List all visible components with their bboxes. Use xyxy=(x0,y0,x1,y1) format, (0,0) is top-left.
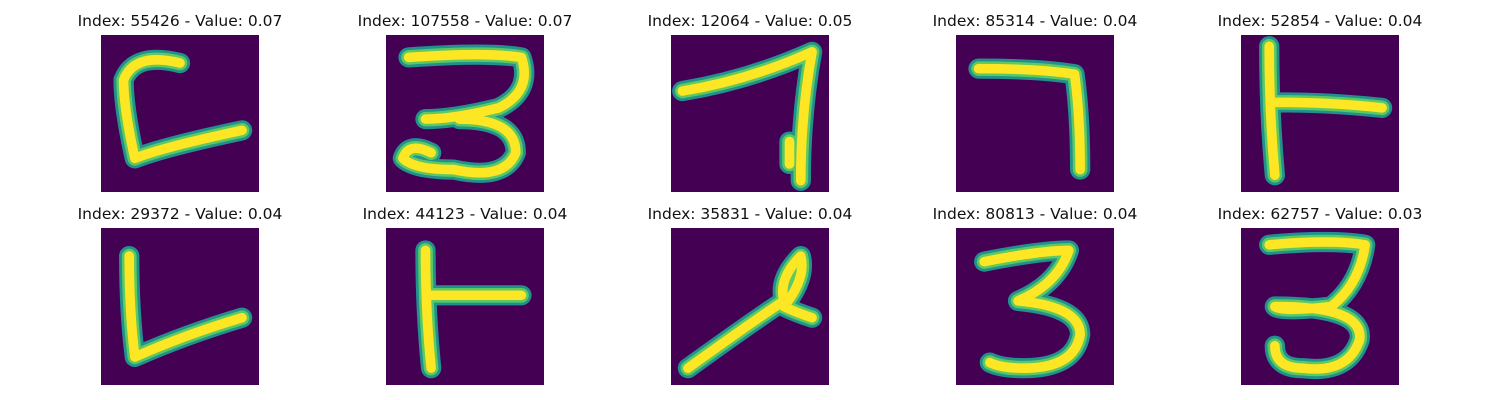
digit-stroke xyxy=(1264,41,1387,180)
digit-image xyxy=(101,228,259,385)
digit-image xyxy=(1241,228,1399,385)
digit-image xyxy=(671,35,829,192)
digit-image xyxy=(386,228,544,385)
panel-title: Index: 35831 - Value: 0.04 xyxy=(647,205,853,223)
digit-stroke xyxy=(973,63,1085,175)
panel-title: Index: 55426 - Value: 0.07 xyxy=(77,12,283,30)
digit-stroke xyxy=(1264,237,1370,374)
panel-9: Index: 80813 - Value: 0.04 xyxy=(925,204,1145,385)
panel-5: Index: 52854 - Value: 0.04 xyxy=(1210,11,1430,192)
panel-8: Index: 35831 - Value: 0.04 xyxy=(640,204,860,385)
panel-title: Index: 44123 - Value: 0.04 xyxy=(362,205,568,223)
digit-image xyxy=(956,35,1114,192)
digit-image xyxy=(1241,35,1399,192)
digit-stroke xyxy=(979,245,1085,373)
panel-6: Index: 29372 - Value: 0.04 xyxy=(70,204,290,385)
digit-image xyxy=(956,228,1114,385)
digit-image xyxy=(671,228,829,385)
digit-stroke xyxy=(683,251,817,373)
panel-2: Index: 107558 - Value: 0.07 xyxy=(355,11,575,192)
digit-stroke xyxy=(398,49,530,178)
panel-title: Index: 80813 - Value: 0.04 xyxy=(932,205,1138,223)
digit-stroke xyxy=(118,55,247,164)
panel-title: Index: 62757 - Value: 0.03 xyxy=(1217,205,1423,223)
digit-stroke xyxy=(124,251,247,362)
digit-image xyxy=(101,35,259,192)
panel-1: Index: 55426 - Value: 0.07 xyxy=(70,11,290,192)
panel-title: Index: 85314 - Value: 0.04 xyxy=(932,12,1138,30)
panel-title: Index: 52854 - Value: 0.04 xyxy=(1217,12,1423,30)
digit-stroke xyxy=(420,245,527,373)
digit-stroke xyxy=(677,47,817,186)
panel-title: Index: 29372 - Value: 0.04 xyxy=(77,205,283,223)
panel-10: Index: 62757 - Value: 0.03 xyxy=(1210,204,1430,385)
panel-7: Index: 44123 - Value: 0.04 xyxy=(355,204,575,385)
digit-image xyxy=(386,35,544,192)
panel-title: Index: 12064 - Value: 0.05 xyxy=(647,12,853,30)
panel-4: Index: 85314 - Value: 0.04 xyxy=(925,11,1145,192)
panel-3: Index: 12064 - Value: 0.05 xyxy=(640,11,860,192)
panel-title: Index: 107558 - Value: 0.07 xyxy=(357,12,573,30)
